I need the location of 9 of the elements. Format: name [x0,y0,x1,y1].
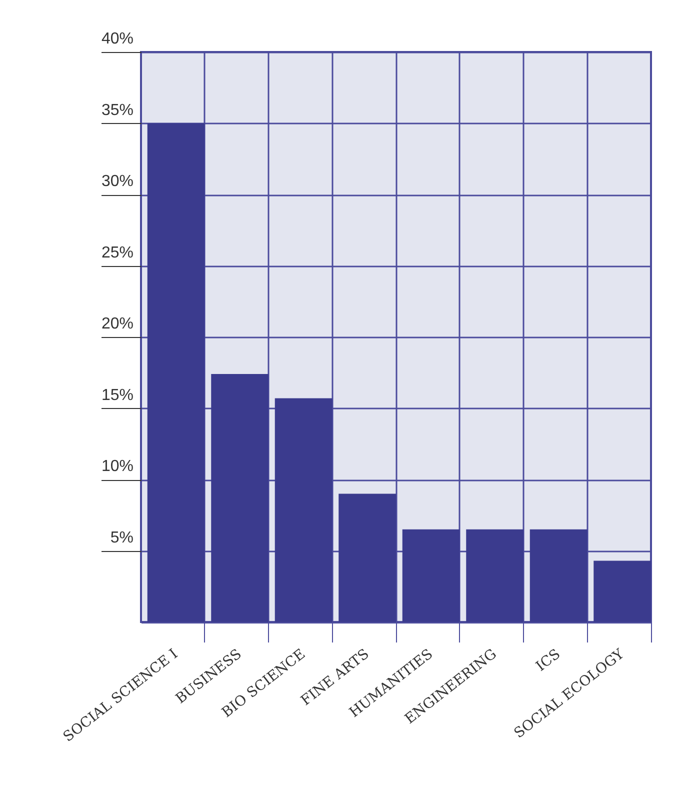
y-tick-label: 25% [101,244,134,262]
y-tick-label: 15% [101,386,134,404]
y-tick-label: 40% [101,30,134,48]
y-tick-label: 30% [101,173,134,190]
y-tick-label: 5% [110,529,134,546]
x-tick-label: ICS [533,646,564,675]
y-tick-label: 35% [101,102,134,119]
y-tick-label: 20% [101,316,134,332]
y-tick-label: 10% [101,458,134,475]
